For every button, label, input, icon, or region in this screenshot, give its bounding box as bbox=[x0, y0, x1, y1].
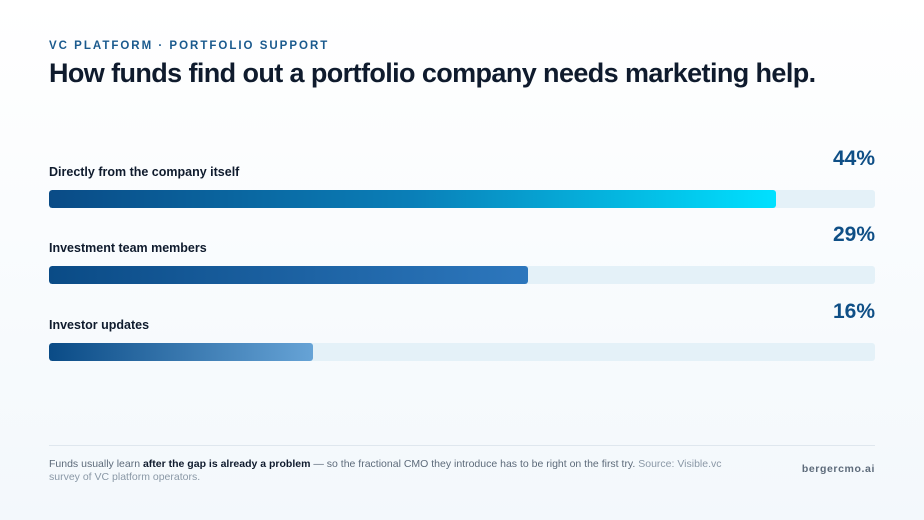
bar-fill bbox=[49, 190, 776, 208]
bar-value-label: 44% bbox=[832, 147, 875, 170]
bar-track bbox=[49, 190, 875, 208]
bar-track bbox=[49, 266, 875, 284]
source-note: Source: Visible.vc survey of VC platform… bbox=[49, 458, 722, 483]
bar-fill bbox=[49, 343, 313, 361]
chart-container: VC PLATFORM · PORTFOLIO SUPPORT How fund… bbox=[49, 0, 875, 520]
chart-title: How funds find out a portfolio company n… bbox=[49, 58, 816, 88]
footer-divider bbox=[49, 445, 875, 446]
bar-track bbox=[49, 343, 875, 361]
footnote-emphasis: after the gap is already a problem bbox=[142, 458, 311, 470]
eyebrow-label: VC PLATFORM · PORTFOLIO SUPPORT bbox=[49, 40, 330, 52]
bar-value-label: 16% bbox=[832, 300, 875, 323]
bar-label: Directly from the company itself bbox=[49, 165, 240, 179]
bar-list: Directly from the company itself 44% Inves… bbox=[49, 0, 875, 400]
bar-label: Investment team members bbox=[49, 241, 207, 255]
bar-row: Investor updates 16% bbox=[49, 300, 875, 378]
bar-fill bbox=[49, 266, 528, 284]
footnote-text: Funds usually learn bbox=[49, 458, 143, 470]
footnote-text-rest: — so the fractional CMO they introduce h… bbox=[310, 458, 639, 470]
bar-value-label: 29% bbox=[832, 223, 875, 246]
footnote: Funds usually learn after the gap is alr… bbox=[49, 458, 749, 484]
bar-row: Investment team members 29% bbox=[49, 223, 875, 301]
brand-label: bergercmo.ai bbox=[801, 463, 875, 475]
bar-label: Investor updates bbox=[49, 318, 150, 332]
bar-row: Directly from the company itself 44% bbox=[49, 147, 875, 225]
